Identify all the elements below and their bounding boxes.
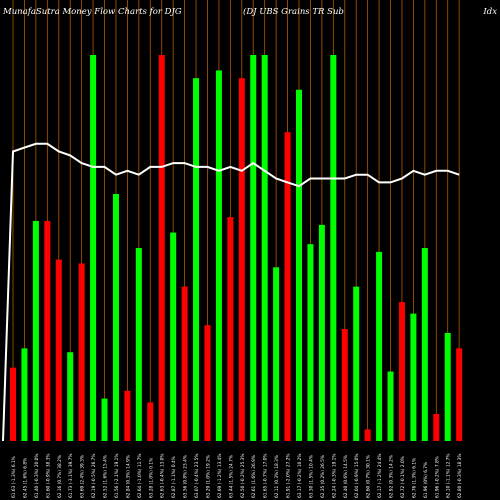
price-line-series [2,142,460,442]
chart-header-middle: (DJ UBS Grains TR Sub [243,6,344,17]
x-tick-label: 63.28 (1.0%) 0.1% [148,458,154,498]
x-tick-label: 62.45 (1.6%) 6.8% [22,458,28,498]
x-tick-label: 62.16 (0.7%) 38.2% [57,455,63,498]
x-tick-label: 62.64 (-1.0%) 11.7% [137,453,143,498]
bar [444,332,451,441]
x-tick-label: 63.44 (1.5%) 24.7% [228,455,234,498]
bar [433,413,440,441]
bar [170,232,177,441]
x-tick-label: 62.61 (1.6%) 26.9% [251,455,257,498]
x-tick-label: 61.63 (-1.3%) 6.1% [11,456,17,498]
bar [261,55,268,441]
bar [227,217,234,441]
bar [67,352,74,441]
chart-header-left: MunafaSutra Money Flow Charts for DJG [2,7,182,17]
bar [238,78,245,441]
x-tick-label: 61.96 (0%) 6.7% [423,462,429,498]
x-tick-label: 62.69 (-1.2%) 13.4% [217,453,223,498]
x-tick-label: 63.30 (1.5%) 10.4% [308,455,314,498]
x-tick-label: 62.19 (-0.5%) 26.7% [91,453,97,498]
bar [410,313,417,441]
x-tick-label: 62.11 (0.3%) 18.3% [274,455,280,498]
x-tick-label: 63.56 (0.8%) 23.4% [183,455,189,498]
x-tick-label: 62.17 (-1.2%) 24.4% [377,453,383,498]
x-tick-label: 61.73 (-3.1%) 39.7% [68,453,74,498]
x-tick-label: 62.84 (0.3%) 14.9% [125,455,131,498]
bar [124,390,131,441]
x-tick-label: 62.04 (-0.9%) 15.0% [354,453,360,498]
x-tick-label: 62.60 (0.7%) 30.1% [366,455,372,498]
x-tick-label: 63.29 (1.0%) 19.2% [205,455,211,498]
x-tick-label: 62.40 (0.6%) 14.5% [343,455,349,498]
bar [215,70,222,441]
x-tick-label: 62.52 (1.6%) 15.4% [103,455,109,498]
x-tick-label: 63.07 (-0.4%) 23.5% [194,453,200,498]
bar [250,55,257,441]
chart-header-right: Idx [482,7,497,17]
bar [32,220,39,441]
bar [330,55,337,441]
x-tick-label: 62.24 (-0.3%) 19.1% [331,453,337,498]
bar [318,224,325,441]
bar [204,325,211,441]
bar [147,402,154,441]
bar [21,348,28,441]
bar [456,348,463,441]
x-tick-label: 62.50 (-0.2%) 25.3% [240,453,246,498]
x-tick-label: 63.17 (-0.2%) 10.2% [297,453,303,498]
x-tick-label: 61.91 (-2.0%) 27.2% [286,453,292,498]
x-tick-label: 61.60 (-0.9%) 38.3% [45,453,51,498]
bar [90,55,97,441]
x-tick-label: 62.76 (1.3%) 6.1% [411,458,417,498]
bar [78,263,85,441]
x-tick-label: 61.56 (-2.1%) 19.1% [114,453,120,498]
bar [398,302,405,441]
bar [421,248,428,441]
bar [135,248,142,441]
x-tick-label: 63.69 (2.4%) 39.3% [80,455,86,498]
x-tick-label: 62.92 (0.3%) 14.2% [389,455,395,498]
bar [307,244,314,441]
bar [296,89,302,442]
bar [55,259,62,441]
x-tick-label: 62.63 (-0.4%) 13.0% [160,453,166,498]
bar [387,371,394,441]
bar [376,251,383,441]
bar [341,329,348,441]
x-tick-label: 62.72 (-0.1%) 2.0% [400,456,406,498]
price-line [2,142,460,442]
bar [193,78,200,441]
x-tick-label: 62.80 (-0.3%) 18.3% [457,453,463,498]
bar [181,286,188,441]
bar [364,429,371,441]
x-tick-label: 62.35 (0.2%) 26.5% [320,455,326,498]
bar [44,220,51,441]
bar [112,193,119,441]
bar-series [10,55,463,442]
bar [284,132,291,441]
bar [10,367,16,441]
x-tick-label: 61.65 (-0.7%) 17.0% [263,453,269,498]
bar [158,55,165,441]
x-tick-label: 62.87 (-1.1%) 0.4% [171,456,177,498]
bar [101,398,108,441]
x-tick-label: 61.40 (-0.3%) 20.0% [34,453,40,498]
x-axis-labels: 61.63 (-1.3%) 6.1% 62.45 (1.6%) 6.8% 61.40… [11,453,463,498]
bar [273,267,280,441]
x-tick-label: 62.10 (-1.1%) 12.7% [446,453,452,498]
bar [353,286,360,441]
x-tick-label: 61.96 (-0.2%) 7.8% [434,456,440,498]
